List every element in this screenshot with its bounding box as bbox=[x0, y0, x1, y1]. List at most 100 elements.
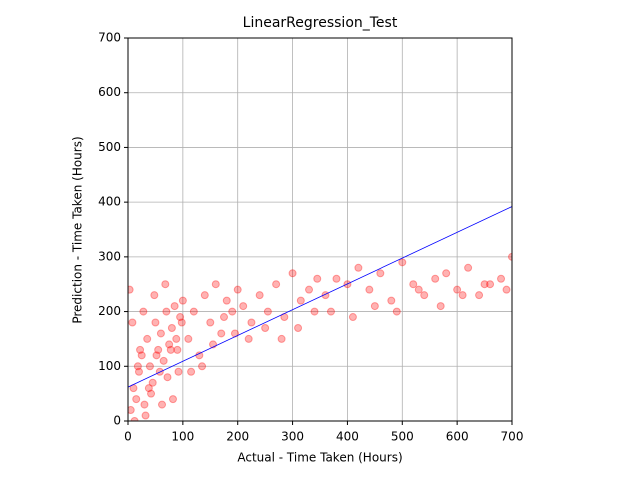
point bbox=[442, 269, 451, 278]
point bbox=[140, 400, 149, 409]
x-tick-label: 200 bbox=[226, 430, 249, 444]
chart-title: LinearRegression_Test bbox=[243, 15, 398, 31]
y-axis-label: Prediction - Time Taken (Hours) bbox=[71, 136, 85, 323]
point bbox=[137, 351, 146, 360]
point bbox=[326, 307, 335, 316]
point bbox=[486, 280, 495, 289]
point bbox=[370, 302, 379, 311]
y-tick-label: 200 bbox=[98, 304, 121, 318]
x-tick-label: 700 bbox=[501, 430, 524, 444]
point bbox=[165, 340, 174, 349]
point bbox=[128, 406, 135, 415]
point bbox=[310, 307, 319, 316]
point bbox=[387, 296, 396, 305]
point bbox=[365, 285, 374, 294]
point bbox=[128, 285, 134, 294]
point bbox=[195, 351, 204, 360]
point bbox=[354, 263, 363, 272]
point bbox=[152, 351, 161, 360]
point bbox=[167, 323, 176, 332]
point bbox=[464, 263, 473, 272]
point bbox=[458, 291, 467, 300]
point bbox=[177, 318, 186, 327]
point bbox=[228, 307, 237, 316]
point bbox=[174, 367, 183, 376]
point bbox=[166, 345, 175, 354]
point bbox=[277, 334, 286, 343]
x-tick-label: 600 bbox=[446, 430, 469, 444]
point bbox=[420, 291, 429, 300]
point bbox=[172, 334, 181, 343]
point bbox=[247, 318, 256, 327]
point bbox=[176, 313, 185, 322]
point bbox=[145, 362, 154, 371]
point bbox=[332, 274, 341, 283]
point bbox=[392, 307, 401, 316]
point bbox=[508, 252, 512, 261]
point bbox=[128, 318, 137, 327]
point bbox=[436, 302, 445, 311]
point bbox=[305, 285, 314, 294]
point bbox=[239, 302, 248, 311]
point bbox=[134, 367, 143, 376]
point bbox=[141, 411, 150, 420]
x-tick-label: 100 bbox=[171, 430, 194, 444]
point bbox=[198, 362, 207, 371]
point bbox=[148, 378, 157, 387]
point bbox=[217, 329, 226, 338]
point bbox=[144, 384, 153, 393]
point bbox=[409, 280, 418, 289]
point bbox=[139, 307, 148, 316]
point bbox=[431, 274, 440, 283]
point bbox=[255, 291, 264, 300]
x-tick-label: 0 bbox=[124, 430, 132, 444]
y-tick-label: 0 bbox=[113, 414, 121, 428]
x-axis-label: Actual - Time Taken (Hours) bbox=[237, 451, 402, 465]
point bbox=[475, 291, 484, 300]
x-tick-label: 300 bbox=[281, 430, 304, 444]
y-tick-label: 600 bbox=[98, 85, 121, 99]
point bbox=[263, 307, 272, 316]
y-tick-label: 400 bbox=[98, 195, 121, 209]
y-tick-label: 300 bbox=[98, 249, 121, 263]
point bbox=[133, 362, 142, 371]
plot-area bbox=[128, 206, 512, 421]
point bbox=[348, 313, 357, 322]
point bbox=[178, 296, 187, 305]
point bbox=[156, 329, 165, 338]
point bbox=[154, 345, 163, 354]
point bbox=[170, 302, 179, 311]
point bbox=[130, 417, 139, 421]
point bbox=[220, 313, 228, 322]
point bbox=[480, 280, 489, 289]
point bbox=[168, 395, 177, 404]
point bbox=[376, 269, 385, 278]
y-tick-label: 100 bbox=[98, 359, 121, 373]
y-tick-label: 700 bbox=[98, 31, 121, 45]
point bbox=[244, 334, 253, 343]
point bbox=[158, 400, 167, 409]
point bbox=[288, 269, 297, 278]
point bbox=[398, 258, 407, 267]
point bbox=[136, 345, 145, 354]
point bbox=[161, 280, 170, 289]
point bbox=[206, 318, 215, 327]
point bbox=[151, 318, 160, 327]
point bbox=[497, 274, 506, 283]
point bbox=[222, 296, 231, 305]
plot-frame bbox=[127, 37, 513, 422]
point bbox=[189, 307, 198, 316]
fit-line bbox=[128, 206, 512, 388]
point bbox=[453, 285, 462, 294]
point bbox=[159, 356, 168, 365]
point bbox=[261, 323, 270, 332]
x-tick-label: 400 bbox=[336, 430, 359, 444]
point bbox=[132, 395, 141, 404]
point bbox=[173, 345, 182, 354]
point bbox=[502, 285, 511, 294]
point bbox=[143, 334, 152, 343]
point bbox=[147, 389, 156, 398]
point bbox=[150, 291, 159, 300]
x-tick-label: 500 bbox=[391, 430, 414, 444]
